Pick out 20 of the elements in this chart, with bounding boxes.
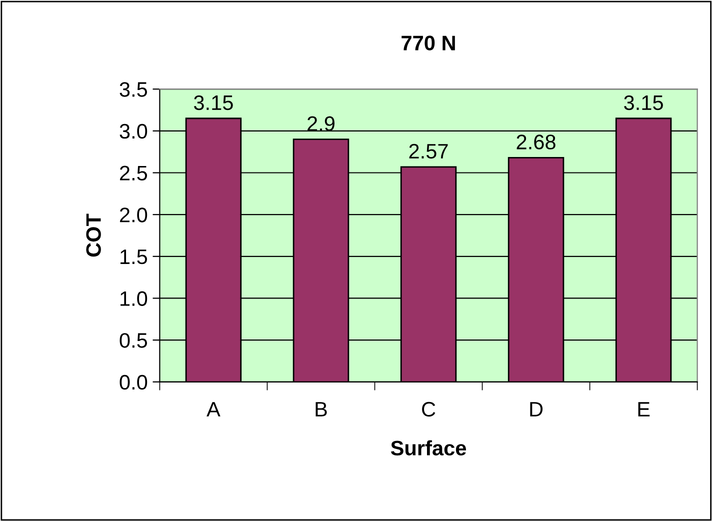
y-tick-label: 2.5 — [120, 166, 148, 181]
data-label: 3.15 — [624, 95, 663, 110]
data-label: 3.15 — [194, 95, 233, 110]
x-tick-label: A — [206, 402, 220, 416]
chart-title: 770 N — [402, 36, 455, 50]
x-tick-label: B — [316, 402, 327, 416]
y-tick-label: 1.5 — [120, 250, 148, 264]
y-axis-title: COT — [86, 214, 101, 257]
y-tick-label: 1.0 — [120, 291, 148, 306]
x-axis-title: Surface — [390, 440, 466, 456]
y-tick-label: 3.5 — [120, 82, 148, 97]
y-tick-label: 0.5 — [120, 333, 148, 348]
y-tick-label: 2.0 — [120, 208, 148, 222]
data-label: 2.68 — [516, 134, 556, 150]
x-tick-label: C — [422, 402, 436, 417]
x-tick-label: D — [530, 402, 543, 416]
y-tick-label: 3.0 — [120, 124, 148, 139]
data-label: 2.57 — [409, 144, 448, 159]
x-tick-label: E — [638, 402, 650, 416]
y-tick-label: 0.0 — [120, 374, 148, 390]
